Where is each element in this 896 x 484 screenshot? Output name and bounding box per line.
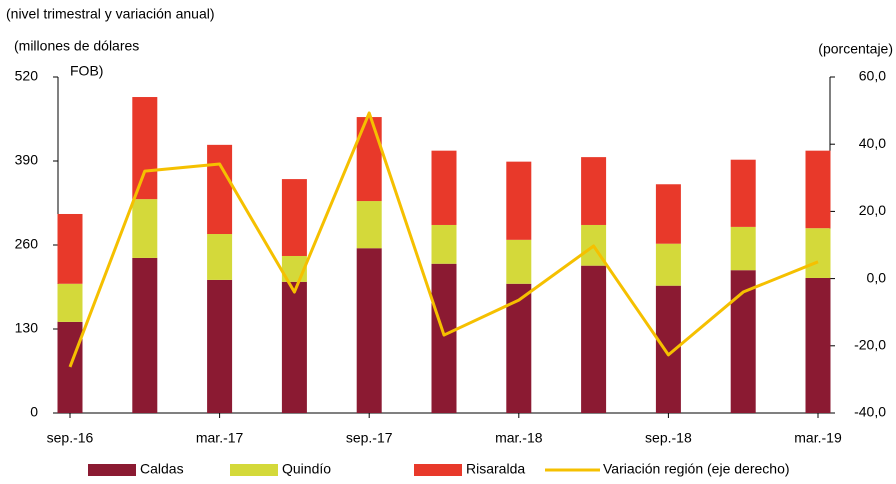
x-tick-label: sep.-18 bbox=[645, 430, 692, 446]
bar bbox=[132, 97, 158, 200]
y-tick-label: 0 bbox=[30, 404, 38, 420]
bar bbox=[805, 228, 831, 278]
bar bbox=[356, 248, 382, 413]
y2-tick-label: 40,0 bbox=[859, 135, 886, 151]
legend-swatch bbox=[230, 464, 278, 476]
bar bbox=[581, 157, 607, 225]
bar bbox=[581, 265, 607, 413]
y-tick-label: 520 bbox=[15, 68, 39, 84]
bar bbox=[431, 150, 457, 225]
y-tick-label: 130 bbox=[15, 320, 39, 336]
x-tick-label: sep.-16 bbox=[47, 430, 94, 446]
bar bbox=[57, 283, 83, 322]
bar bbox=[281, 281, 307, 413]
legend-swatch bbox=[414, 464, 462, 476]
y-axis-label: (millones de dólares bbox=[14, 38, 139, 54]
legend-swatch bbox=[88, 464, 136, 476]
y2-tick-label: -20,0 bbox=[854, 337, 886, 353]
bar bbox=[655, 184, 681, 244]
bar bbox=[805, 277, 831, 413]
bar bbox=[730, 226, 756, 271]
x-tick-label: sep.-17 bbox=[346, 430, 393, 446]
bar bbox=[57, 321, 83, 413]
bar bbox=[281, 179, 307, 256]
line bbox=[68, 111, 819, 368]
bar bbox=[431, 263, 457, 413]
chart-subtitle: (nivel trimestral y variación anual) bbox=[6, 6, 215, 22]
bar bbox=[655, 243, 681, 286]
legend-label: Risaralda bbox=[466, 461, 525, 477]
bar bbox=[730, 270, 756, 413]
y2-tick-label: 20,0 bbox=[859, 202, 886, 218]
bar bbox=[57, 213, 83, 284]
bar bbox=[132, 257, 158, 413]
x-tick-label: mar.-19 bbox=[794, 430, 842, 446]
bar bbox=[431, 224, 457, 264]
bar bbox=[506, 239, 532, 284]
bar bbox=[730, 159, 756, 227]
y2-tick-label: 0,0 bbox=[867, 269, 887, 285]
legend-label: Variación región (eje derecho) bbox=[603, 461, 790, 477]
x-tick-label: mar.-18 bbox=[495, 430, 543, 446]
y2-tick-label: -40,0 bbox=[854, 404, 886, 420]
y2-axis-label: (porcentaje) bbox=[818, 41, 893, 57]
bar bbox=[132, 199, 158, 258]
y-tick-label: 390 bbox=[15, 152, 39, 168]
y-tick-label: 260 bbox=[15, 236, 39, 252]
bar bbox=[207, 279, 233, 413]
bar bbox=[356, 117, 382, 202]
y-axis-label: FOB) bbox=[70, 63, 103, 79]
y2-tick-label: 60,0 bbox=[859, 68, 886, 84]
bar bbox=[207, 234, 233, 280]
bar bbox=[207, 144, 233, 235]
x-tick-label: mar.-17 bbox=[196, 430, 244, 446]
legend-label: Quindío bbox=[282, 461, 331, 477]
bar bbox=[805, 150, 831, 229]
bar bbox=[356, 201, 382, 249]
legend-label: Caldas bbox=[140, 461, 184, 477]
bar bbox=[506, 161, 532, 240]
